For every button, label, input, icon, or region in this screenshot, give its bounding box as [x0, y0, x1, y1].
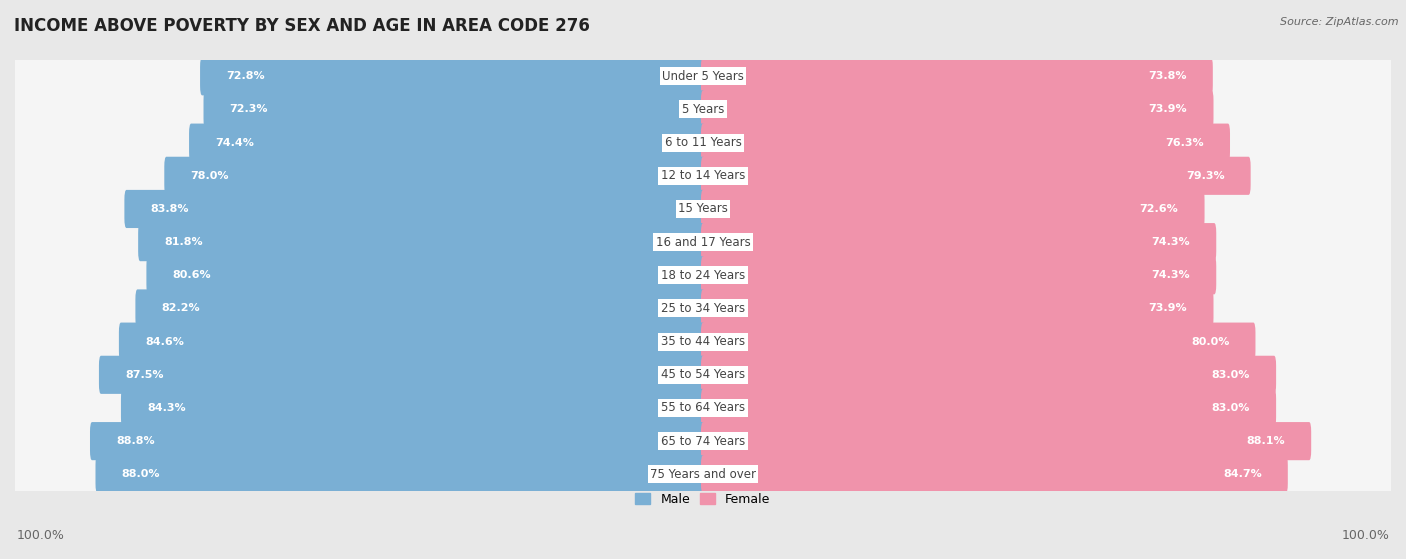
FancyBboxPatch shape: [702, 455, 1288, 494]
Text: 65 to 74 Years: 65 to 74 Years: [661, 435, 745, 448]
Text: 83.0%: 83.0%: [1212, 403, 1250, 413]
FancyBboxPatch shape: [702, 422, 1312, 460]
Text: 87.5%: 87.5%: [125, 370, 163, 380]
Text: 84.3%: 84.3%: [148, 403, 186, 413]
Text: 18 to 24 Years: 18 to 24 Years: [661, 269, 745, 282]
Text: 74.3%: 74.3%: [1152, 237, 1189, 247]
FancyBboxPatch shape: [124, 190, 704, 228]
FancyBboxPatch shape: [200, 57, 704, 96]
Text: 80.6%: 80.6%: [173, 271, 211, 280]
FancyBboxPatch shape: [702, 290, 1213, 328]
Text: 84.6%: 84.6%: [145, 337, 184, 347]
Text: 55 to 64 Years: 55 to 64 Years: [661, 401, 745, 414]
Text: 88.0%: 88.0%: [122, 470, 160, 479]
Text: 84.7%: 84.7%: [1223, 470, 1261, 479]
Text: 72.8%: 72.8%: [226, 72, 264, 81]
FancyBboxPatch shape: [13, 135, 1393, 217]
FancyBboxPatch shape: [188, 124, 704, 162]
FancyBboxPatch shape: [13, 168, 1393, 250]
Text: INCOME ABOVE POVERTY BY SEX AND AGE IN AREA CODE 276: INCOME ABOVE POVERTY BY SEX AND AGE IN A…: [14, 17, 591, 35]
FancyBboxPatch shape: [702, 124, 1230, 162]
Text: 74.3%: 74.3%: [1152, 271, 1189, 280]
FancyBboxPatch shape: [702, 356, 1277, 394]
FancyBboxPatch shape: [165, 157, 704, 195]
FancyBboxPatch shape: [13, 102, 1393, 184]
Text: 81.8%: 81.8%: [165, 237, 202, 247]
Text: 79.3%: 79.3%: [1185, 171, 1225, 181]
Text: 100.0%: 100.0%: [1341, 529, 1389, 542]
FancyBboxPatch shape: [702, 57, 1213, 96]
Text: 73.9%: 73.9%: [1149, 304, 1187, 314]
FancyBboxPatch shape: [702, 223, 1216, 261]
FancyBboxPatch shape: [13, 367, 1393, 449]
Text: 45 to 54 Years: 45 to 54 Years: [661, 368, 745, 381]
FancyBboxPatch shape: [702, 157, 1251, 195]
Text: 74.4%: 74.4%: [215, 138, 254, 148]
FancyBboxPatch shape: [13, 433, 1393, 515]
FancyBboxPatch shape: [702, 190, 1205, 228]
FancyBboxPatch shape: [96, 455, 704, 494]
Text: 12 to 14 Years: 12 to 14 Years: [661, 169, 745, 182]
Text: 83.8%: 83.8%: [150, 204, 188, 214]
FancyBboxPatch shape: [90, 422, 704, 460]
FancyBboxPatch shape: [135, 290, 704, 328]
Text: 5 Years: 5 Years: [682, 103, 724, 116]
FancyBboxPatch shape: [13, 267, 1393, 349]
FancyBboxPatch shape: [13, 301, 1393, 383]
Text: Under 5 Years: Under 5 Years: [662, 70, 744, 83]
Text: 72.6%: 72.6%: [1140, 204, 1178, 214]
FancyBboxPatch shape: [13, 334, 1393, 416]
Text: 88.1%: 88.1%: [1247, 436, 1285, 446]
Text: 6 to 11 Years: 6 to 11 Years: [665, 136, 741, 149]
FancyBboxPatch shape: [13, 201, 1393, 283]
FancyBboxPatch shape: [138, 223, 704, 261]
Text: 25 to 34 Years: 25 to 34 Years: [661, 302, 745, 315]
Text: 83.0%: 83.0%: [1212, 370, 1250, 380]
Text: 73.8%: 73.8%: [1149, 72, 1187, 81]
Text: Source: ZipAtlas.com: Source: ZipAtlas.com: [1281, 17, 1399, 27]
Text: 35 to 44 Years: 35 to 44 Years: [661, 335, 745, 348]
Text: 88.8%: 88.8%: [117, 436, 155, 446]
FancyBboxPatch shape: [13, 234, 1393, 316]
Text: 75 Years and over: 75 Years and over: [650, 468, 756, 481]
Text: 16 and 17 Years: 16 and 17 Years: [655, 236, 751, 249]
FancyBboxPatch shape: [702, 91, 1213, 129]
Legend: Male, Female: Male, Female: [630, 487, 776, 510]
Text: 80.0%: 80.0%: [1191, 337, 1229, 347]
Text: 72.3%: 72.3%: [229, 105, 269, 115]
Text: 73.9%: 73.9%: [1149, 105, 1187, 115]
Text: 15 Years: 15 Years: [678, 202, 728, 215]
FancyBboxPatch shape: [13, 400, 1393, 482]
Text: 76.3%: 76.3%: [1166, 138, 1204, 148]
FancyBboxPatch shape: [13, 35, 1393, 117]
FancyBboxPatch shape: [13, 68, 1393, 150]
FancyBboxPatch shape: [702, 389, 1277, 427]
FancyBboxPatch shape: [98, 356, 704, 394]
FancyBboxPatch shape: [146, 256, 704, 295]
Text: 82.2%: 82.2%: [162, 304, 200, 314]
FancyBboxPatch shape: [702, 323, 1256, 361]
FancyBboxPatch shape: [204, 91, 704, 129]
FancyBboxPatch shape: [702, 256, 1216, 295]
Text: 78.0%: 78.0%: [190, 171, 229, 181]
FancyBboxPatch shape: [120, 323, 704, 361]
Text: 100.0%: 100.0%: [17, 529, 65, 542]
FancyBboxPatch shape: [121, 389, 704, 427]
